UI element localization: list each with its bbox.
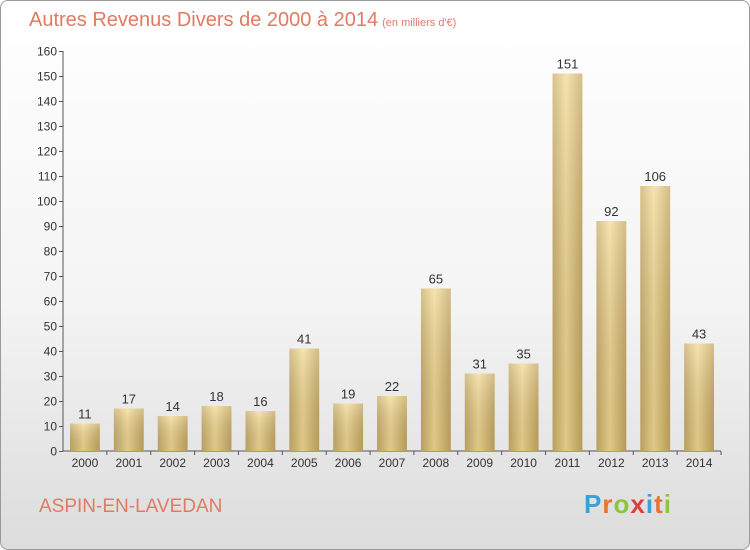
bar-shade [201, 406, 232, 451]
bar-shade [464, 373, 495, 451]
value-label: 35 [516, 347, 530, 362]
x-tick-label: 2002 [159, 456, 186, 470]
x-tick-label: 2012 [598, 456, 625, 470]
bar-shade [245, 411, 276, 451]
value-label: 17 [122, 392, 136, 407]
x-tick-label: 2003 [203, 456, 230, 470]
y-tick-label: 80 [44, 245, 58, 259]
value-label: 14 [165, 399, 179, 414]
x-tick-label: 2007 [379, 456, 406, 470]
value-label: 41 [297, 332, 311, 347]
proxiti-logo: Proxiti [584, 489, 672, 520]
value-label: 16 [253, 394, 267, 409]
bar-shade [113, 408, 144, 451]
y-tick-label: 0 [50, 445, 57, 459]
bar-shade [70, 423, 100, 451]
y-tick-label: 130 [37, 120, 57, 134]
logo-letter: i [645, 489, 655, 519]
bar-shade [596, 221, 627, 451]
x-tick-label: 2009 [466, 456, 493, 470]
bar-shade [377, 396, 407, 451]
bar-shade [552, 73, 583, 451]
value-label: 31 [472, 357, 486, 372]
logo-letter: P [584, 489, 603, 519]
value-label: 151 [557, 57, 579, 72]
y-tick-label: 40 [44, 345, 58, 359]
bars [70, 73, 714, 451]
logo-letter: x [630, 489, 646, 519]
bar-shade [684, 343, 714, 451]
x-tick-label: 2014 [686, 456, 713, 470]
value-labels: 11 17 14 18 16 41 19 22 65 31 35 151 92 106 43 [78, 57, 706, 422]
bar-shade [333, 403, 364, 451]
y-tick-label: 50 [44, 320, 58, 334]
bar-shade [420, 288, 451, 451]
value-label: 106 [644, 169, 666, 184]
chart-title-text: Autres Revenus Divers de 2000 à 2014 [29, 9, 379, 31]
value-label: 65 [429, 272, 443, 287]
x-tick-label: 2004 [247, 456, 274, 470]
value-label: 18 [209, 389, 223, 404]
y-tick-label: 60 [44, 295, 58, 309]
x-tick-label: 2013 [642, 456, 669, 470]
commune-name: ASPIN-EN-LAVEDAN [39, 496, 223, 517]
logo-letter: i [663, 489, 672, 519]
x-tick-label: 2011 [555, 456, 581, 470]
value-label: 19 [341, 387, 355, 402]
x-tick-label: 2000 [72, 456, 99, 470]
logo-letter: t [654, 489, 664, 519]
x-tick-label: 2001 [115, 456, 142, 470]
value-label: 92 [604, 204, 618, 219]
bar-shade [640, 186, 671, 451]
chart-subtitle: (en milliers d'€) [382, 17, 457, 29]
x-tick-label: 2006 [335, 456, 362, 470]
bar-shade [508, 363, 539, 451]
y-tick-label: 150 [37, 70, 57, 84]
y-tick-label: 120 [37, 145, 57, 159]
x-tick-label: 2008 [423, 456, 450, 470]
y-tick-label: 100 [37, 195, 57, 209]
x-tick-label: 2005 [291, 456, 318, 470]
y-tick-label: 90 [44, 220, 58, 234]
y-tick-label: 20 [44, 395, 58, 409]
y-tick-label: 70 [44, 270, 58, 284]
logo-letter: o [613, 489, 631, 519]
y-tick-label: 140 [37, 95, 57, 109]
y-tick-label: 160 [37, 45, 57, 59]
bar-shade [157, 416, 188, 451]
value-label: 22 [385, 379, 399, 394]
x-tick-label: 2010 [510, 456, 537, 470]
y-tick-label: 10 [44, 420, 58, 434]
value-label: 11 [78, 407, 92, 422]
y-tick-label: 110 [38, 170, 57, 184]
chart-title: Autres Revenus Divers de 2000 à 2014 (en … [29, 9, 456, 32]
bar-shade [289, 348, 320, 451]
logo-letter: r [602, 489, 614, 519]
value-label: 43 [692, 327, 706, 342]
y-tick-label: 30 [44, 370, 58, 384]
